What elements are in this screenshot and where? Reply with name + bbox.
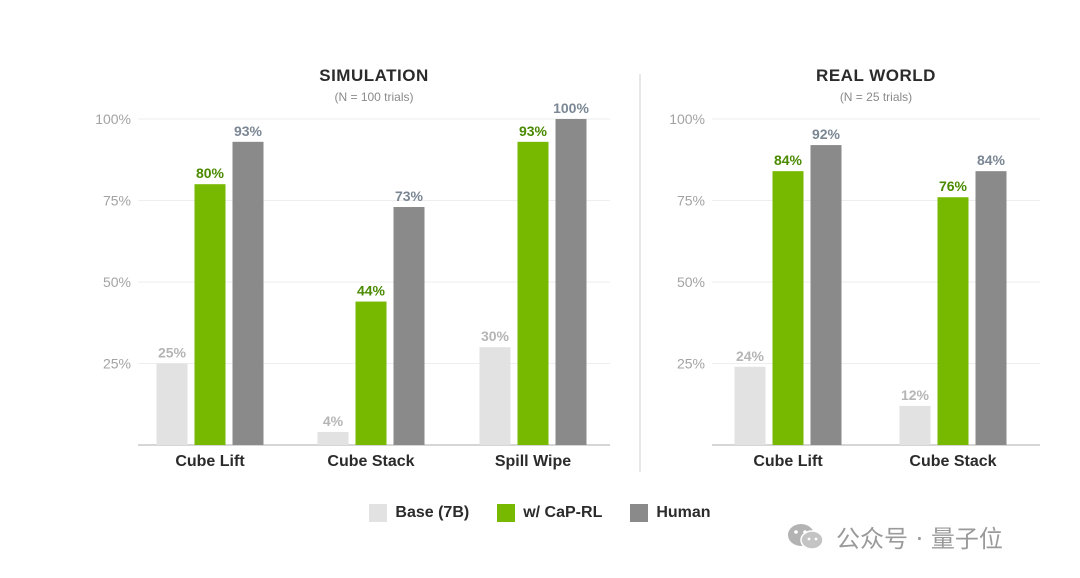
simulation-bar-base xyxy=(479,347,511,445)
real-world-data-label-human: 84% xyxy=(977,152,1006,168)
simulation-bar-human xyxy=(232,141,264,445)
simulation-bar-capRL xyxy=(355,301,387,445)
real-world-x-tick-label: Cube Stack xyxy=(909,453,996,470)
simulation-data-label-base: 30% xyxy=(481,328,510,344)
real-world-bar-capRL xyxy=(937,197,969,445)
simulation-data-label-capRL: 80% xyxy=(196,165,225,181)
real-world-ytick-label: 25% xyxy=(677,356,705,372)
watermark: 公众号 · 量子位 xyxy=(786,519,1003,554)
wechat-icon xyxy=(788,523,824,550)
simulation-bar-base xyxy=(317,431,349,445)
simulation-data-label-human: 73% xyxy=(395,188,424,204)
legend-item-caprl: w/ CaP-RL xyxy=(497,504,602,522)
simulation-bar-human xyxy=(393,207,425,445)
real-world-data-label-base: 12% xyxy=(901,387,930,403)
real-world-title: REAL WORLD xyxy=(816,66,936,85)
real-world-ytick-label: 100% xyxy=(669,111,705,127)
simulation-data-label-capRL: 93% xyxy=(519,123,548,139)
real-world-bar-capRL xyxy=(772,171,804,445)
legend-label-caprl: w/ CaP-RL xyxy=(523,504,603,521)
watermark-text: 公众号 · 量子位 xyxy=(836,525,1003,553)
simulation-ytick-label: 25% xyxy=(103,356,131,372)
simulation-ytick-label: 75% xyxy=(103,193,131,209)
simulation-x-tick-label: Cube Stack xyxy=(327,453,414,470)
simulation-bar-capRL xyxy=(194,184,226,445)
legend-swatch-human xyxy=(630,504,649,522)
real-world-bar-human xyxy=(975,171,1007,445)
simulation-x-tick-label: Cube Lift xyxy=(175,453,245,470)
real-world-ytick-label: 75% xyxy=(677,193,705,209)
simulation-data-label-base: 4% xyxy=(323,413,344,429)
simulation-data-label-capRL: 44% xyxy=(357,283,386,299)
simulation-bar-base xyxy=(156,363,188,445)
real-world-data-label-capRL: 84% xyxy=(774,152,803,168)
real-world-bar-base xyxy=(734,366,766,445)
legend-item-human: Human xyxy=(630,504,711,522)
simulation-bar-capRL xyxy=(517,141,549,445)
simulation-data-label-human: 93% xyxy=(234,123,263,139)
simulation-title: SIMULATION xyxy=(319,66,429,85)
real-world-data-label-human: 92% xyxy=(812,126,841,142)
simulation-data-label-base: 25% xyxy=(158,345,187,361)
legend-label-base: Base (7B) xyxy=(395,504,470,521)
legend-label-human: Human xyxy=(656,504,711,521)
real-world-bar-base xyxy=(899,405,931,445)
simulation-data-label-human: 100% xyxy=(553,100,589,116)
real-world-bar-human xyxy=(810,145,842,445)
real-world-x-tick-label: Cube Lift xyxy=(753,453,823,470)
simulation-ytick-label: 100% xyxy=(95,111,131,127)
simulation-bar-human xyxy=(555,119,587,445)
simulation-panel: SIMULATION (N = 100 trials) 25% 50% 75% 100% 2… xyxy=(95,66,610,470)
simulation-ytick-label: 50% xyxy=(103,274,131,290)
legend-item-base: Base (7B) xyxy=(369,504,469,522)
real-world-panel: REAL WORLD (N = 25 trials) 25% 50% 75% 100% 24… xyxy=(669,66,1040,470)
real-world-data-label-base: 24% xyxy=(736,348,765,364)
real-world-data-label-capRL: 76% xyxy=(939,178,968,194)
simulation-x-tick-label: Spill Wipe xyxy=(495,453,571,470)
simulation-subtitle: (N = 100 trials) xyxy=(334,90,413,104)
legend-swatch-caprl xyxy=(497,504,516,522)
real-world-subtitle: (N = 25 trials) xyxy=(840,90,912,104)
legend: Base (7B) w/ CaP-RL Human xyxy=(0,504,1080,522)
legend-swatch-base xyxy=(369,504,388,522)
real-world-ytick-label: 50% xyxy=(677,274,705,290)
